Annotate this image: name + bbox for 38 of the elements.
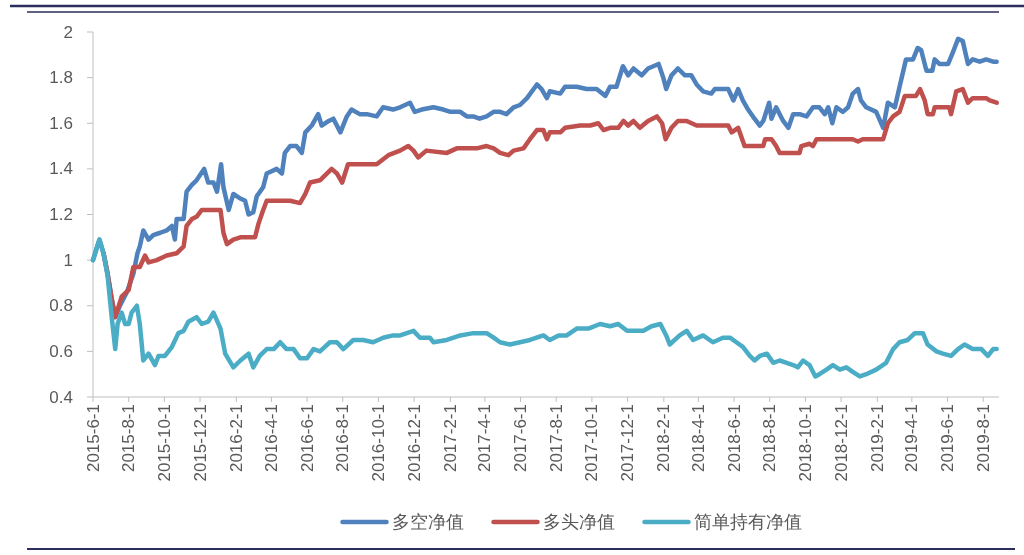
x-tick-label: 2017-12-1 [618,404,638,482]
x-tick-label: 2017-6-1 [511,404,531,473]
y-tick-label: 1 [63,250,73,270]
x-tick-label: 2017-2-1 [440,404,460,473]
y-tick-label: 1.2 [49,205,73,224]
x-tick-label: 2018-8-1 [760,404,780,473]
x-tick-label: 2017-10-1 [582,404,602,482]
x-tick-label: 2017-4-1 [475,404,495,473]
x-tick-label: 2017-8-1 [546,404,566,473]
x-tick-label: 2016-8-1 [333,404,353,473]
x-tick-label: 2019-6-1 [938,404,958,473]
x-tick-label: 2016-10-1 [368,404,388,482]
y-tick-label: 1.4 [49,159,73,179]
x-tick-label: 2018-10-1 [795,404,815,482]
x-tick-label: 2018-12-1 [831,404,851,482]
y-tick-label: 2 [63,22,73,42]
y-tick-label: 0.6 [49,341,73,361]
x-tick-label: 2018-4-1 [688,404,708,473]
x-tick-label: 2015-6-1 [83,404,103,473]
x-tick-label: 2015-8-1 [119,404,139,473]
y-tick-label: 0.4 [49,387,73,407]
y-tick-label: 1.6 [49,113,73,133]
x-tick-label: 2016-6-1 [297,404,317,473]
x-tick-label: 2019-2-1 [867,404,887,473]
x-tick-label: 2016-4-1 [261,404,281,473]
y-tick-label: 0.8 [49,296,73,316]
legend-label: 多空净值 [391,512,464,532]
x-tick-label: 2016-12-1 [404,404,424,482]
x-tick-label: 2016-2-1 [226,404,246,473]
x-tick-label: 2019-8-1 [973,404,993,473]
x-tick-label: 2015-12-1 [190,404,210,482]
x-tick-label: 2018-6-1 [724,404,744,473]
legend-label: 简单持有净值 [693,512,802,532]
x-tick-label: 2015-10-1 [154,404,174,482]
x-tick-label: 2018-2-1 [654,404,674,473]
legend-label: 多头净值 [542,512,615,532]
y-tick-label: 1.8 [49,68,73,88]
x-tick-label: 2019-4-1 [902,404,922,473]
